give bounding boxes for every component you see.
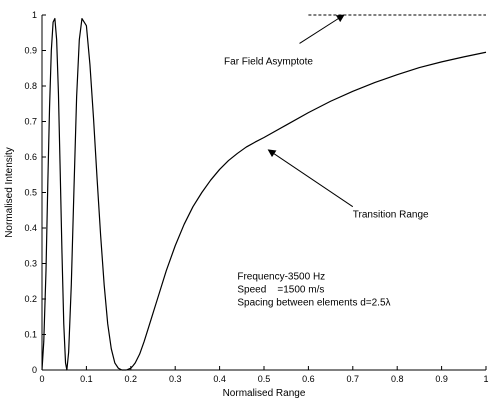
y-tick-label: 0.4 (24, 223, 37, 233)
annotation-arrow (267, 149, 354, 208)
x-tick-label: 0.6 (302, 374, 315, 384)
y-tick-label: 0.3 (24, 259, 37, 269)
x-tick-label: 1 (483, 374, 488, 384)
axis-ticks: 0 0.1 0.2 0.3 0.4 0.5 0.6 0.7 0.8 0.9 1 0 0.1 0.2 0.3 0… (24, 10, 488, 384)
x-tick-label: 0.8 (391, 374, 404, 384)
x-axis-label: Normalised Range (223, 388, 306, 399)
x-tick-label: 0.5 (258, 374, 271, 384)
y-tick-label: 0.1 (24, 330, 37, 340)
x-tick-label: 0.3 (169, 374, 182, 384)
x-tick-label: 0.1 (80, 374, 93, 384)
annotation-arrow (299, 14, 345, 44)
parameter-block: Frequency-3500 Hz Speed =1500 m/s Spacing … (237, 271, 390, 308)
y-tick-label: 0.8 (24, 81, 37, 91)
x-tick-label: 0.9 (435, 374, 448, 384)
x-tick-label: 0 (39, 374, 44, 384)
y-tick-label: 0.2 (24, 294, 37, 304)
y-tick-label: 0.6 (24, 152, 37, 162)
y-tick-label: 0.7 (24, 117, 37, 127)
x-tick-label: 0.4 (213, 374, 226, 384)
y-tick-label: 0 (32, 365, 37, 375)
annotation-label: Far Field Asymptote (224, 57, 313, 68)
x-tick-label: 0.7 (347, 374, 360, 384)
y-tick-label: 0.9 (24, 46, 37, 56)
y-axis-label: Normalised Intensity (4, 147, 15, 238)
parameter-line: Frequency-3500 Hz (237, 271, 325, 282)
intensity-curve (41, 17, 487, 371)
parameter-line: Speed =1500 m/s (237, 284, 324, 295)
annotation-label: Transition Range (353, 209, 429, 220)
parameter-line: Spacing between elements d=2.5λ (237, 297, 390, 308)
annotation-layer: Far Field Asymptote Transition Range (224, 14, 429, 220)
plot-axes (41, 15, 486, 371)
y-tick-label: 0.5 (24, 188, 37, 198)
series-layer (41, 14, 487, 371)
x-tick-label: 0.2 (125, 374, 138, 384)
y-tick-label: 1 (32, 10, 37, 20)
